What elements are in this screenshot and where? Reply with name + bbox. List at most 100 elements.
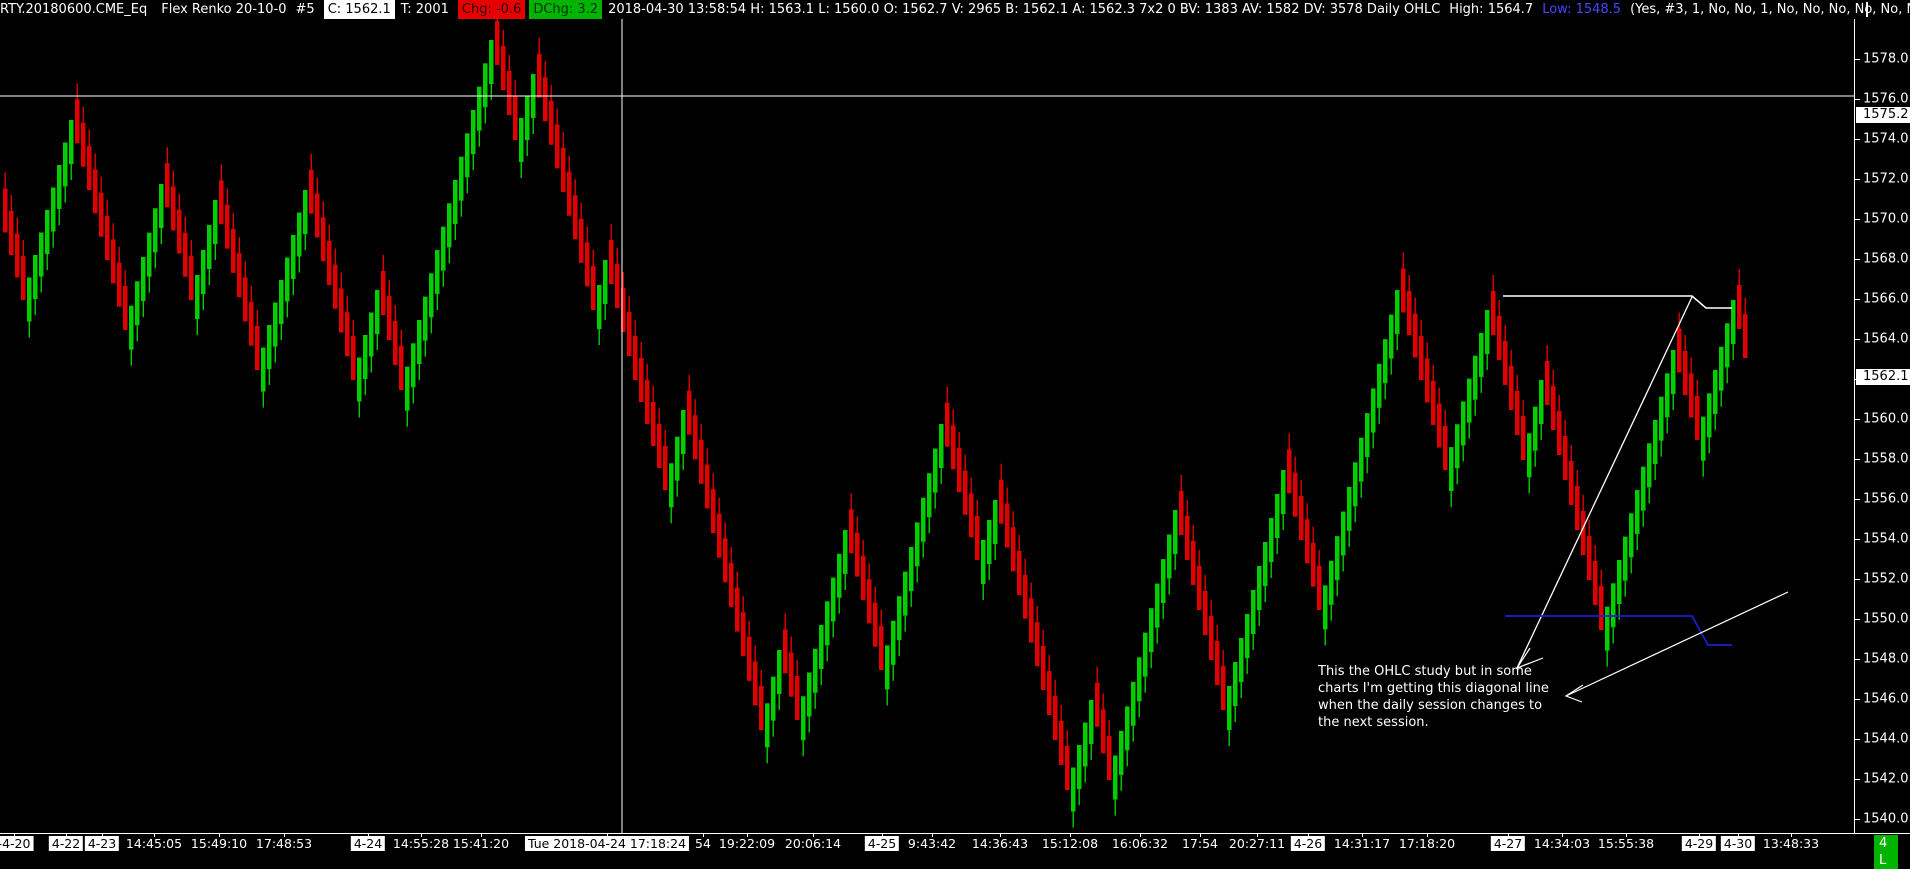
time-tick	[1699, 834, 1700, 837]
price-tick	[1855, 699, 1860, 700]
drawn-arrows[interactable]	[1515, 591, 1789, 703]
time-tick	[703, 834, 704, 837]
price-label: 1560.0	[1863, 411, 1909, 427]
header-change: Chg: -0.6	[457, 0, 526, 19]
time-tick	[421, 834, 422, 837]
time-tick	[14, 834, 15, 837]
time-label: 15:41:20	[452, 836, 510, 851]
price-tick	[1855, 219, 1860, 220]
time-label: 20:06:14	[784, 836, 842, 851]
price-tick	[1855, 539, 1860, 540]
date-label: 4-26	[1290, 836, 1326, 851]
annotation-line: charts I'm getting this diagonal line	[1318, 681, 1549, 696]
price-label: 1552.0	[1863, 571, 1909, 587]
time-label: 13:48:33	[1762, 836, 1820, 851]
price-tick	[1855, 259, 1860, 260]
time-tick	[102, 834, 103, 837]
time-label: 15:55:38	[1597, 836, 1655, 851]
time-tick	[882, 834, 883, 837]
crosshair-price-label: 1575.2	[1856, 107, 1910, 123]
text-cursor	[1866, 2, 1868, 17]
price-label: 1578.0	[1863, 51, 1909, 67]
price-tick	[1855, 179, 1860, 180]
price-axis[interactable]: 1578.0 1576.0 1574.0 1572.0 1570.0 1568.0 1566…	[1854, 19, 1910, 833]
price-label: 1550.0	[1863, 611, 1909, 627]
header-last-price: C: 1562.1	[323, 0, 395, 19]
header-daily-change: DChg: 3.2	[529, 0, 603, 19]
annotation-line: when the daily session changes to	[1318, 698, 1543, 713]
time-label: 14:45:05	[125, 836, 183, 851]
header-trades: T: 2001	[400, 2, 449, 17]
annotation-arrow-line	[1565, 591, 1789, 697]
time-label: 20:27:11	[1228, 836, 1286, 851]
time-label: 14:36:43	[971, 836, 1029, 851]
top-info-bar: RTY.20180600.CME_Eq Flex Renko 20-10-0 #5 C…	[0, 0, 1910, 19]
price-tick	[1855, 659, 1860, 660]
date-label: 4-22	[48, 836, 84, 851]
time-tick	[284, 834, 285, 837]
header-study-settings: (Yes, #3, 1, No, No, 1, No, No, No, No, …	[1630, 2, 1910, 17]
renko-bars	[3, 19, 1748, 828]
time-label: 15:49:10	[190, 836, 248, 851]
time-tick	[607, 834, 608, 837]
price-label: 1566.0	[1863, 291, 1909, 307]
date-label: 4-27	[1490, 836, 1526, 851]
header-bar-ohlcv-info: 2018-04-30 13:58:54 H: 1563.1 L: 1560.0 …	[608, 2, 1441, 17]
time-tick	[1738, 834, 1739, 837]
time-label: 14:31:17	[1333, 836, 1391, 851]
date-label: -4-20	[0, 836, 34, 851]
time-tick	[1508, 834, 1509, 837]
header-daily-high: High: 1564.7	[1449, 2, 1534, 17]
header-chart-number: #5	[295, 2, 315, 17]
time-label: 9:43:42	[907, 836, 957, 851]
crosshair	[0, 19, 1854, 833]
price-label: 1556.0	[1863, 491, 1909, 507]
status-badge: 4 L	[1874, 835, 1898, 869]
price-label: 1558.0	[1863, 451, 1909, 467]
date-label: 4-30	[1720, 836, 1756, 851]
price-label: 1574.0	[1863, 131, 1909, 147]
annotation-line: This the OHLC study but in some	[1318, 664, 1532, 679]
date-label: 4-24	[350, 836, 386, 851]
daily-low-line	[1505, 615, 1732, 646]
price-tick	[1855, 99, 1860, 100]
session-change-diagonal-line	[1516, 296, 1693, 669]
annotation-line: the next session.	[1318, 715, 1429, 730]
price-tick	[1855, 779, 1860, 780]
daily-high-line	[1503, 295, 1732, 309]
price-label: 1568.0	[1863, 251, 1909, 267]
header-daily-low: Low: 1548.5	[1542, 2, 1622, 17]
time-tick	[368, 834, 369, 837]
price-label: 1564.0	[1863, 331, 1909, 347]
price-label: 1546.0	[1863, 691, 1909, 707]
time-label: 54	[695, 836, 711, 851]
time-tick	[1362, 834, 1363, 837]
price-tick	[1855, 739, 1860, 740]
diagonal-arrowhead	[1515, 647, 1544, 670]
price-label: 1572.0	[1863, 171, 1909, 187]
price-label: 1570.0	[1863, 211, 1909, 227]
time-tick	[1562, 834, 1563, 837]
price-tick	[1855, 819, 1860, 820]
header-chart-type: Flex Renko 20-10-0	[161, 2, 287, 17]
time-label: 17:54	[1181, 836, 1219, 851]
price-tick	[1855, 619, 1860, 620]
time-tick	[1070, 834, 1071, 837]
time-tick	[932, 834, 933, 837]
annotation-text[interactable]: This the OHLC study but in some charts I…	[1318, 663, 1549, 731]
time-tick	[1308, 834, 1309, 837]
time-tick	[1200, 834, 1201, 837]
price-tick	[1855, 139, 1860, 140]
time-axis[interactable]: -4-20 4-22 4-23 14:45:05 15:49:10 17:48:53 4-2…	[0, 833, 1910, 869]
date-label: 4-29	[1681, 836, 1717, 851]
price-label: 1542.0	[1863, 771, 1909, 787]
price-label: 1544.0	[1863, 731, 1909, 747]
price-tick	[1855, 419, 1860, 420]
last-price-label: 1562.1	[1856, 369, 1910, 385]
annotation-arrowhead	[1564, 684, 1584, 703]
time-tick	[481, 834, 482, 837]
chart-canvas[interactable]	[0, 19, 1854, 833]
time-tick	[1427, 834, 1428, 837]
time-tick	[1000, 834, 1001, 837]
time-label: 15:12:08	[1041, 836, 1099, 851]
